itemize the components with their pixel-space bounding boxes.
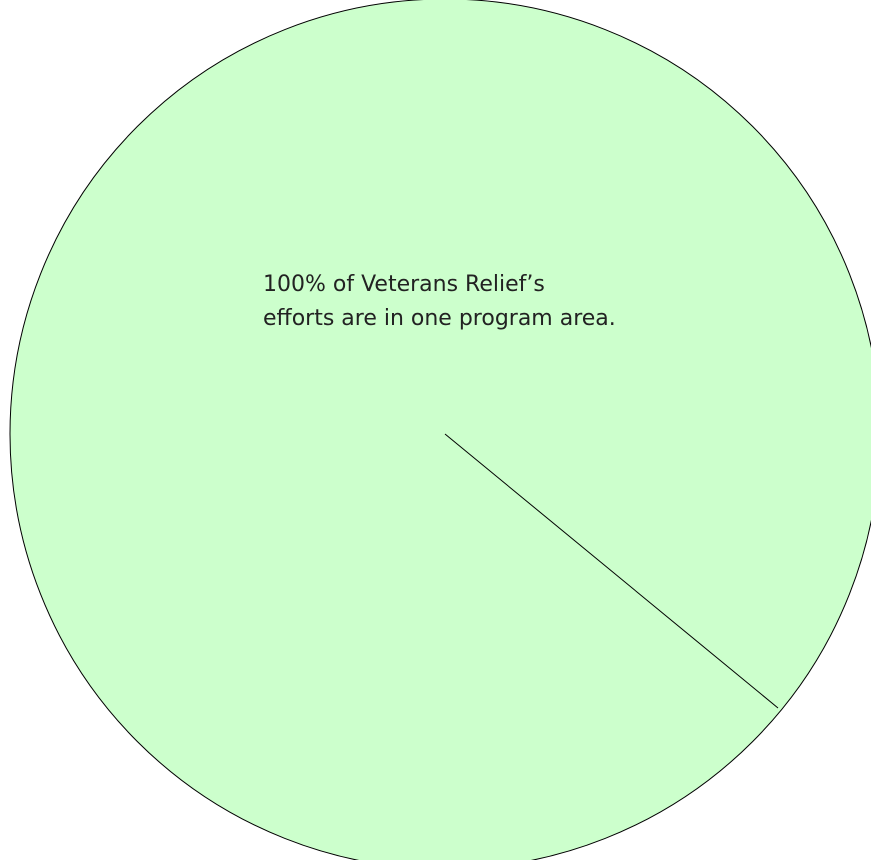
- slice-boundary-line: [444, 433, 779, 709]
- annotation-line-1: 100% of Veterans Relief’s: [263, 272, 545, 297]
- pie-slice: [9, 0, 871, 860]
- annotation-line-2: efforts are in one program area.: [263, 306, 616, 331]
